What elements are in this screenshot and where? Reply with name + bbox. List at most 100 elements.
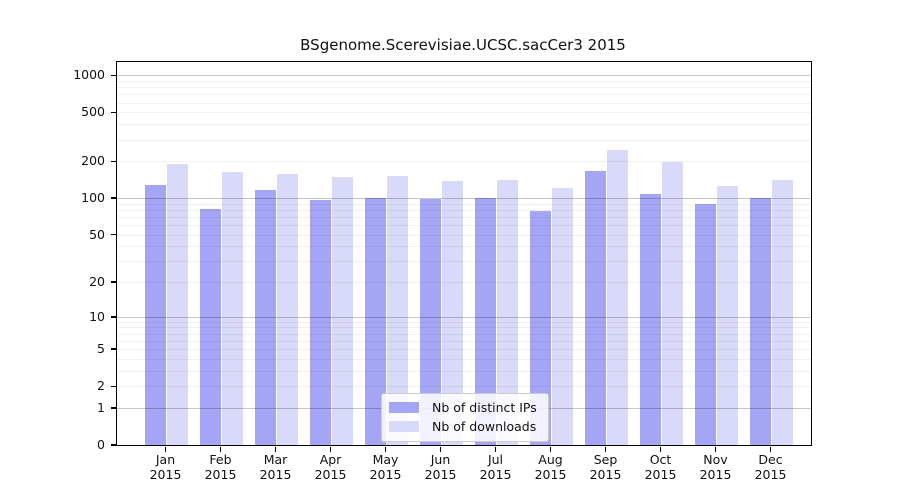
gridline-7 bbox=[117, 333, 811, 335]
y-tick-label-5: 5 bbox=[97, 341, 105, 357]
bar-distinct-ips-mar bbox=[254, 190, 276, 445]
gridline-1000 bbox=[117, 75, 811, 77]
bar-downloads-aug bbox=[552, 187, 573, 445]
x-tick-label-mar: Mar 2015 bbox=[259, 452, 292, 482]
y-tick-1000 bbox=[111, 74, 116, 77]
y-tick-100 bbox=[111, 197, 116, 199]
bar-distinct-ips-dec bbox=[749, 197, 771, 445]
y-tick-label-200: 200 bbox=[81, 153, 105, 169]
bar-distinct-ips-sep bbox=[584, 170, 606, 445]
bar-distinct-ips-nov bbox=[694, 203, 716, 445]
gridline-40 bbox=[117, 246, 811, 248]
gridline-800 bbox=[117, 87, 811, 89]
bar-distinct-ips-may bbox=[364, 198, 386, 445]
y-tick-label-2: 2 bbox=[97, 378, 105, 394]
gridline-9 bbox=[117, 321, 811, 323]
y-tick-10 bbox=[111, 316, 116, 318]
bar-downloads-may bbox=[387, 175, 408, 445]
y-tick-1 bbox=[111, 407, 116, 409]
bar-downloads-mar bbox=[277, 173, 298, 445]
x-tick-label-jul: Jul 2015 bbox=[479, 452, 512, 482]
bar-downloads-oct bbox=[662, 161, 683, 445]
gridline-90 bbox=[117, 203, 811, 205]
gridline-6 bbox=[117, 340, 811, 342]
bar-downloads-feb bbox=[222, 172, 243, 445]
x-tick-mar bbox=[274, 446, 277, 452]
bar-distinct-ips-apr bbox=[309, 200, 331, 445]
plot-area: 1000 500 200 100 50 20 10 5 2 1 0 Jan 2015 Feb 2015 Mar… bbox=[73, 61, 812, 482]
gridline-100 bbox=[117, 198, 811, 200]
bar-downloads-sep bbox=[607, 150, 628, 445]
y-tick-500 bbox=[111, 111, 116, 114]
bar-distinct-ips-jan bbox=[144, 185, 166, 445]
bar-distinct-ips-aug bbox=[529, 211, 551, 445]
y-tick-2 bbox=[111, 385, 116, 387]
legend-label-distinct-ips: Nb of distinct IPs bbox=[432, 400, 537, 415]
bar-downloads-apr bbox=[332, 177, 353, 445]
bar-downloads-jul bbox=[497, 179, 518, 445]
gridline-8 bbox=[117, 327, 811, 329]
gridline-70 bbox=[117, 216, 811, 218]
axis-ticks-layer: 1000 500 200 100 50 20 10 5 2 1 0 Jan 2015 Feb 2015 Mar… bbox=[73, 62, 811, 482]
gridline-60 bbox=[117, 225, 811, 227]
gridline-3 bbox=[117, 370, 811, 372]
bar-downloads-jun bbox=[442, 181, 463, 445]
bar-distinct-ips-jul bbox=[474, 198, 496, 445]
x-tick-label-oct: Oct 2015 bbox=[644, 452, 677, 482]
y-tick-50 bbox=[111, 233, 116, 236]
gridline-50 bbox=[117, 234, 811, 236]
bars-layer bbox=[117, 62, 811, 445]
gridline-10 bbox=[117, 316, 811, 318]
bar-distinct-ips-feb bbox=[199, 209, 221, 445]
bar-downloads-dec bbox=[772, 180, 793, 445]
chart-title: BSgenome.Scerevisiae.UCSC.sacCer3 2015 bbox=[300, 36, 626, 54]
legend: Nb of distinct IPs Nb of downloads bbox=[381, 393, 549, 442]
x-tick-apr bbox=[329, 446, 332, 452]
y-tick-label-10: 10 bbox=[89, 308, 105, 324]
gridline-20 bbox=[117, 282, 811, 284]
x-tick-aug bbox=[549, 446, 552, 452]
y-tick-20 bbox=[111, 281, 116, 283]
grid-layer bbox=[117, 62, 811, 445]
x-tick-jun bbox=[439, 446, 442, 452]
y-tick-label-0: 0 bbox=[97, 437, 105, 452]
legend-swatch-downloads bbox=[389, 421, 419, 432]
x-tick-label-apr: Apr 2015 bbox=[314, 452, 347, 482]
gridline-400 bbox=[117, 124, 811, 126]
legend-row-distinct-ips: Nb of distinct IPs bbox=[389, 400, 537, 415]
x-tick-label-jun: Jun 2015 bbox=[424, 452, 457, 482]
gridline-80 bbox=[117, 209, 811, 211]
x-tick-oct bbox=[659, 446, 662, 452]
x-tick-label-may: May 2015 bbox=[369, 452, 402, 482]
bar-distinct-ips-jun bbox=[419, 199, 441, 445]
x-tick-label-sep: Sep 2015 bbox=[589, 452, 622, 482]
bar-downloads-nov bbox=[717, 186, 738, 445]
gridline-500 bbox=[117, 112, 811, 114]
x-tick-label-jan: Jan 2015 bbox=[149, 452, 182, 482]
y-tick-label-1000: 1000 bbox=[73, 67, 105, 83]
y-tick-label-100: 100 bbox=[81, 190, 105, 206]
x-tick-sep bbox=[604, 446, 607, 452]
legend-row-downloads: Nb of downloads bbox=[389, 419, 537, 434]
gridline-700 bbox=[117, 94, 811, 96]
gridline-900 bbox=[117, 81, 811, 82]
y-tick-5 bbox=[111, 348, 116, 350]
x-tick-nov bbox=[714, 446, 717, 452]
y-tick-label-500: 500 bbox=[81, 104, 105, 120]
x-tick-label-nov: Nov 2015 bbox=[699, 452, 732, 482]
gridline-600 bbox=[117, 102, 811, 104]
x-tick-may bbox=[384, 446, 387, 452]
x-tick-jul bbox=[494, 446, 497, 452]
legend-swatch-distinct-ips bbox=[389, 402, 419, 413]
gridline-5 bbox=[117, 349, 811, 351]
x-tick-dec bbox=[769, 446, 772, 452]
gridline-300 bbox=[117, 139, 811, 141]
gridline-4 bbox=[117, 358, 811, 360]
bar-downloads-jan bbox=[167, 164, 188, 445]
y-tick-label-1: 1 bbox=[97, 399, 105, 415]
x-tick-jan bbox=[164, 446, 167, 452]
x-tick-label-aug: Aug 2015 bbox=[534, 452, 567, 482]
gridline-200 bbox=[117, 161, 811, 163]
gridline-30 bbox=[117, 261, 811, 263]
